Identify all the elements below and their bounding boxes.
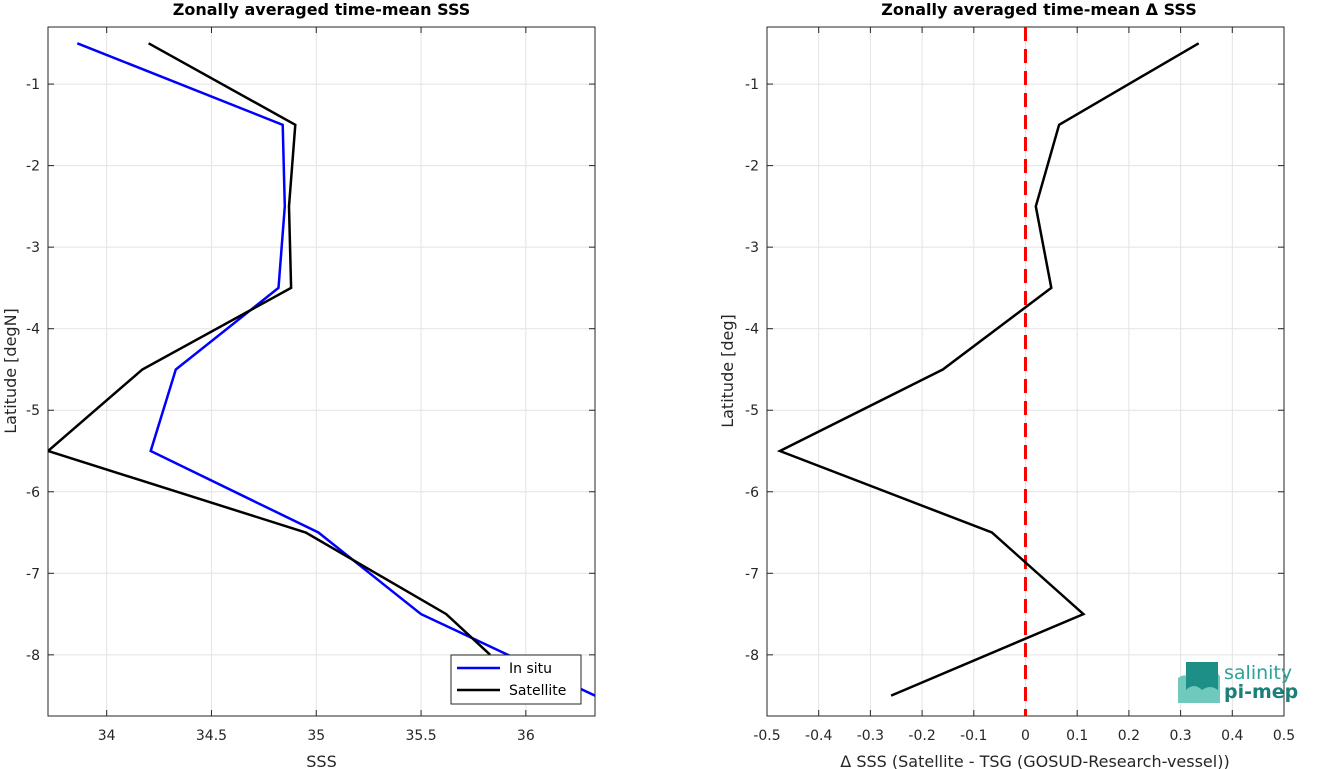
right-ytick-label: -7 <box>745 566 759 582</box>
right-ytick-label: -2 <box>745 159 759 175</box>
right-ytick-label: -5 <box>745 403 759 419</box>
left-title: Zonally averaged time-mean SSS <box>173 0 471 19</box>
logo-wave-icon-back <box>1186 662 1218 690</box>
logo-text-line1: salinity <box>1224 662 1292 684</box>
left-xtick-label: 35.5 <box>405 728 436 744</box>
right-panel: -0.5 -0.4 -0.3 -0.2 -0.1 0 0.1 0.2 0.3 0.4 0.5 -8 -7… <box>718 0 1298 769</box>
right-xlabel: Δ SSS (Satellite - TSG (GOSUD-Research-v… <box>840 752 1229 769</box>
right-series <box>776 27 1200 716</box>
left-xlabel: SSS <box>306 752 336 769</box>
left-xtick-label: 34.5 <box>196 728 227 744</box>
right-ytick-label: -3 <box>745 240 759 256</box>
right-title: Zonally averaged time-mean Δ SSS <box>881 0 1197 19</box>
left-grid <box>48 27 595 716</box>
left-ytick-label: -8 <box>26 648 40 664</box>
left-series-satellite-line <box>48 42 492 656</box>
right-xtick-label: 0.4 <box>1221 728 1243 744</box>
logo: salinity pi-mep <box>1178 662 1298 703</box>
right-xtick-label: -0.3 <box>857 728 884 744</box>
right-xtick-label: -0.2 <box>908 728 935 744</box>
right-ytick-label: -4 <box>745 322 759 338</box>
left-ytick-label: -5 <box>26 403 40 419</box>
left-axes-box <box>47 26 596 717</box>
left-ticks: 34 34.5 35 35.5 36 -8 -7 -6 -5 -4 -3 -2 -1 <box>26 27 595 744</box>
right-series-delta-sss-line <box>776 42 1200 697</box>
left-series <box>48 42 595 697</box>
left-ytick-label: -4 <box>26 322 40 338</box>
right-xtick-label: -0.5 <box>753 728 780 744</box>
legend-label-insitu: In situ <box>509 661 552 677</box>
right-ytick-label: -6 <box>745 485 759 501</box>
right-xtick-label: 0.1 <box>1066 728 1088 744</box>
left-xtick-label: 34 <box>98 728 116 744</box>
right-xtick-label: -0.4 <box>805 728 832 744</box>
left-ytick-label: -3 <box>26 240 40 256</box>
legend-box <box>450 654 582 705</box>
left-ytick-label: -6 <box>26 485 40 501</box>
left-ytick-label: -2 <box>26 159 40 175</box>
left-ytick-label: -1 <box>26 77 40 93</box>
right-xtick-label: 0.5 <box>1273 728 1295 744</box>
left-ylabel: Latitude [degN] <box>1 308 20 434</box>
left-panel: 34 34.5 35 35.5 36 -8 -7 -6 -5 -4 -3 -2 -1 Zonally a… <box>1 0 596 769</box>
right-ytick-label: -1 <box>745 77 759 93</box>
right-ticks: -0.5 -0.4 -0.3 -0.2 -0.1 0 0.1 0.2 0.3 0.4 0.5 -8 -7… <box>745 27 1295 744</box>
left-xtick-label: 35 <box>307 728 325 744</box>
logo-text-line2: pi-mep <box>1224 681 1298 703</box>
left-xtick-label: 36 <box>517 728 535 744</box>
right-ylabel: Latitude [deg] <box>718 314 737 428</box>
right-ytick-label: -8 <box>745 648 759 664</box>
left-series-in-situ-line <box>76 42 595 697</box>
right-xtick-label: -0.1 <box>960 728 987 744</box>
legend-label-satellite: Satellite <box>509 683 566 699</box>
right-xtick-label: 0 <box>1021 728 1030 744</box>
right-xtick-label: 0.3 <box>1169 728 1191 744</box>
legend: In situ Satellite <box>450 654 582 705</box>
right-xtick-label: 0.2 <box>1118 728 1140 744</box>
left-ytick-label: -7 <box>26 566 40 582</box>
